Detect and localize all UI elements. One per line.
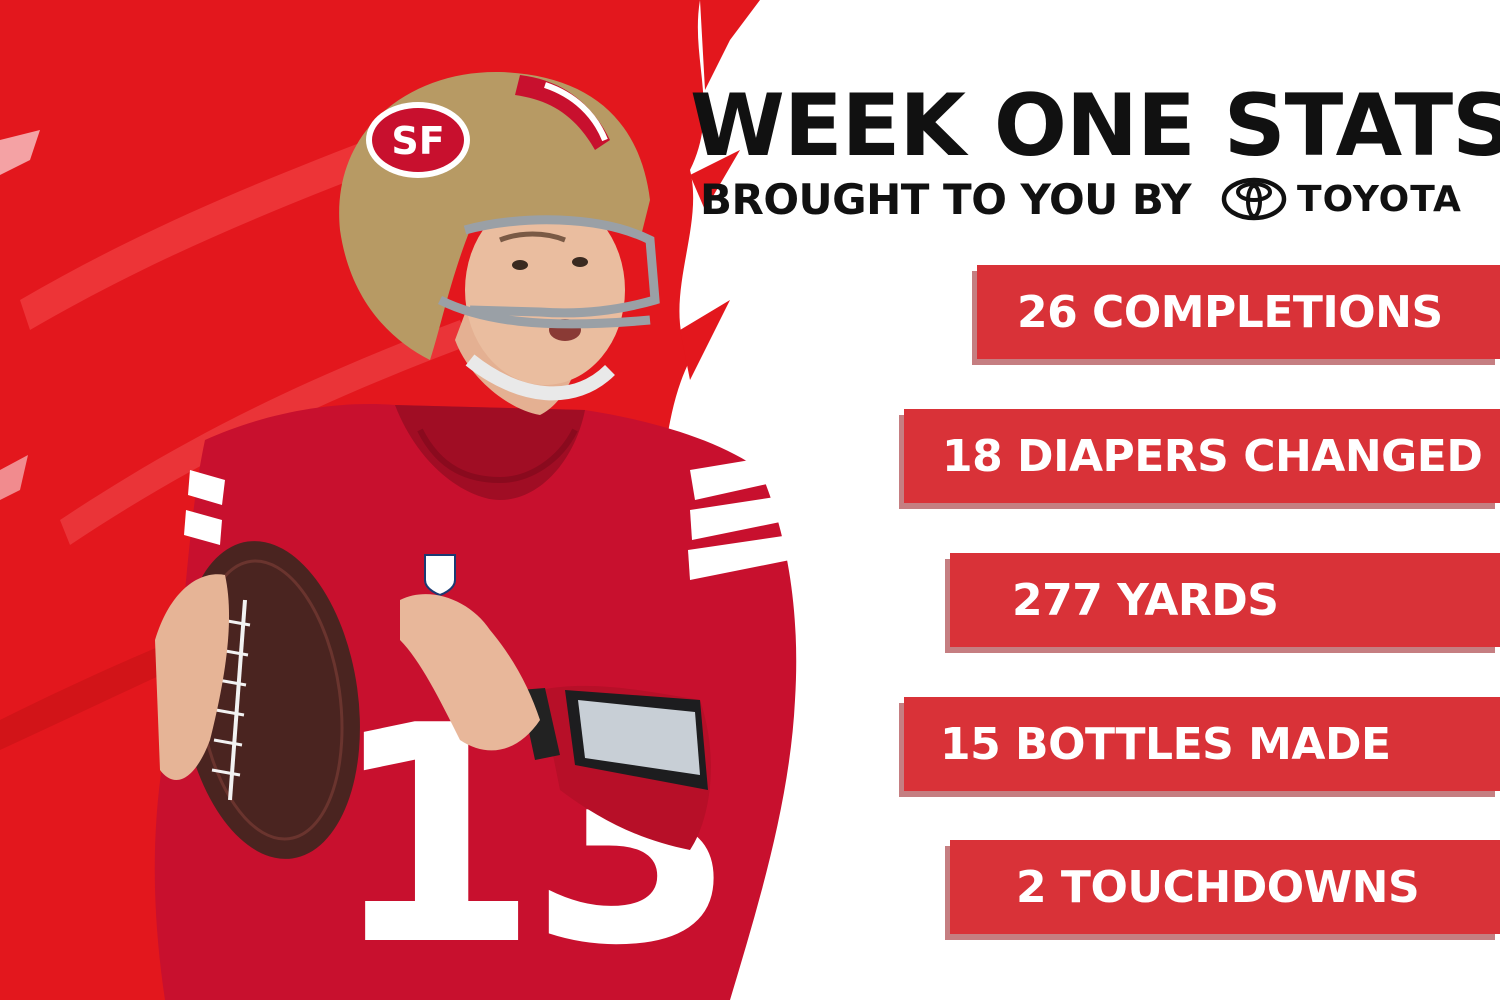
stat-banner: 277 YARDS <box>950 553 1500 647</box>
sponsor-prefix: BROUGHT TO YOU BY <box>700 174 1192 224</box>
stat-banner: 26 COMPLETIONS <box>977 265 1500 359</box>
stat-banner: 2 TOUCHDOWNS <box>950 840 1500 934</box>
left-hand <box>155 574 230 780</box>
stat-label: 26 COMPLETIONS <box>1017 286 1443 338</box>
stat-label: 277 YARDS <box>1012 574 1279 626</box>
stat-banner: 18 DIAPERS CHANGED <box>904 409 1500 503</box>
sponsor-brand: TOYOTA <box>1297 178 1462 220</box>
page-title: WEEK ONE STATS <box>690 76 1500 176</box>
helmet-logo-text: SF <box>391 119 444 163</box>
right-arm <box>520 685 711 850</box>
toyota-emblem-icon <box>1221 177 1287 221</box>
stat-label: 18 DIAPERS CHANGED <box>942 430 1483 482</box>
stat-label: 15 BOTTLES MADE <box>940 718 1391 770</box>
sponsor-line: BROUGHT TO YOU BY TOYOTA <box>700 170 1480 228</box>
player-face <box>455 195 625 415</box>
helmet: SF <box>339 71 660 401</box>
toyota-logo: TOYOTA <box>1221 177 1462 221</box>
stat-label: 2 TOUCHDOWNS <box>1016 861 1420 913</box>
right-hand <box>400 594 540 751</box>
stat-banner: 15 BOTTLES MADE <box>904 697 1500 791</box>
